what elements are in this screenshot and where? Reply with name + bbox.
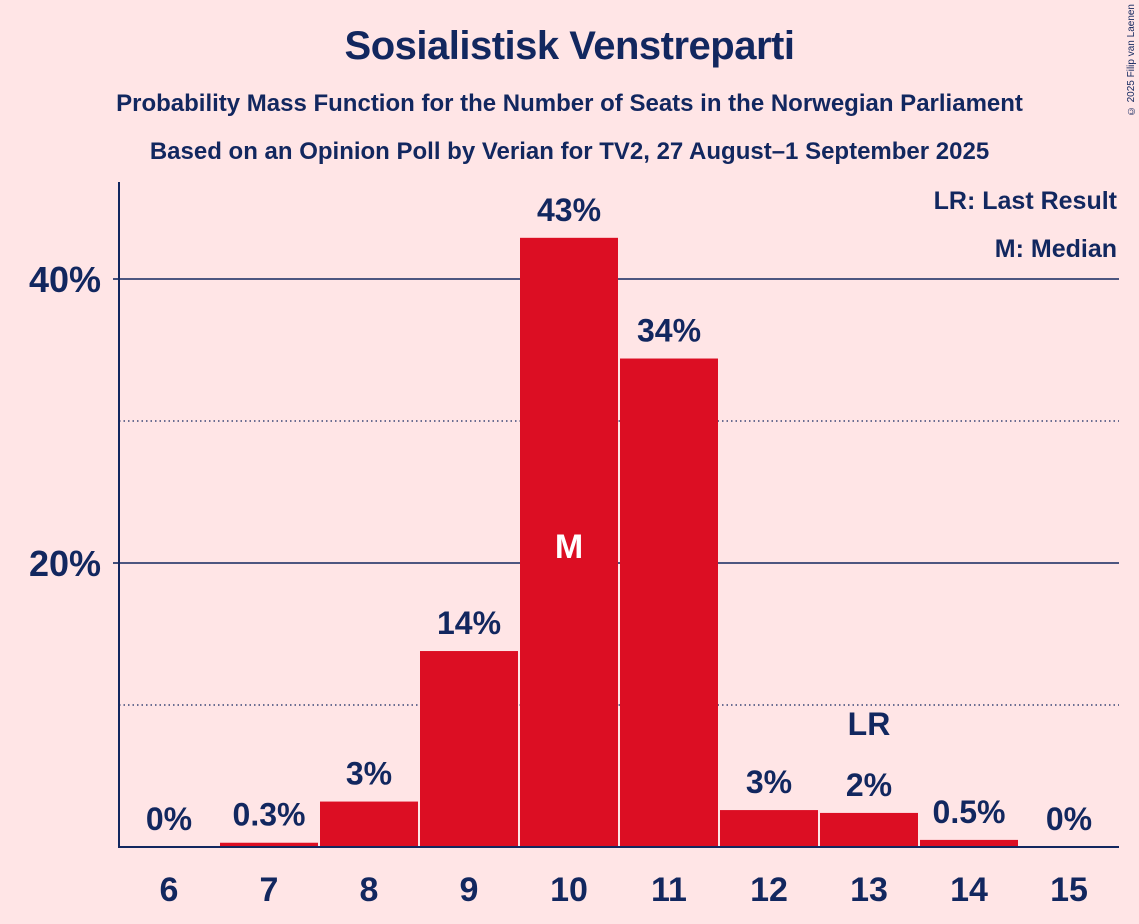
x-tick-label: 7 [260, 871, 279, 909]
data-label: 3% [746, 764, 792, 800]
bar-11 [620, 358, 718, 847]
bar-8 [320, 801, 418, 847]
median-marker: M [555, 528, 583, 566]
x-tick-label: 14 [950, 871, 988, 909]
legend-last-result: LR: Last Result [934, 187, 1118, 215]
bar-10 [520, 237, 618, 847]
data-label: 43% [537, 192, 601, 228]
x-tick-label: 10 [550, 871, 588, 909]
data-label: 0.3% [233, 797, 306, 833]
data-label: 2% [846, 767, 892, 803]
data-label: 34% [637, 313, 701, 349]
last-result-marker: LR [848, 706, 891, 742]
x-tick-label: 13 [850, 871, 888, 909]
bar-14 [920, 839, 1018, 847]
gridlines [119, 278, 1119, 706]
bar-13 [820, 812, 918, 847]
x-tick-label: 12 [750, 871, 788, 909]
bar-7 [220, 842, 318, 847]
data-label: 0.5% [933, 794, 1006, 830]
legend-median: M: Median [995, 235, 1117, 263]
chart-title: Sosialistisk Venstreparti [344, 24, 795, 68]
data-label: 3% [346, 756, 392, 792]
data-label: 14% [437, 605, 501, 641]
bar-9 [420, 651, 518, 847]
x-tick-label: 11 [651, 871, 687, 909]
y-tick-label: 20% [29, 543, 101, 584]
chart-subtitle: Probability Mass Function for the Number… [116, 90, 1023, 117]
x-tick-label: 8 [360, 871, 379, 909]
data-labels: 0% 0.3% 3% 14% 43% 34% 3% 2% 0.5% 0% M LR [146, 192, 1092, 837]
x-tick-label: 9 [460, 871, 479, 909]
axes: 20% 40% 6 7 8 9 10 11 12 13 14 15 [29, 182, 1119, 909]
x-tick-label: 15 [1050, 871, 1088, 909]
bar-12 [720, 810, 818, 847]
bars [220, 237, 1018, 847]
data-label: 0% [146, 801, 192, 837]
x-tick-label: 6 [160, 871, 179, 909]
y-tick-label: 40% [29, 259, 101, 300]
chart-source: Based on an Opinion Poll by Verian for T… [149, 138, 990, 165]
data-label: 0% [1046, 801, 1092, 837]
